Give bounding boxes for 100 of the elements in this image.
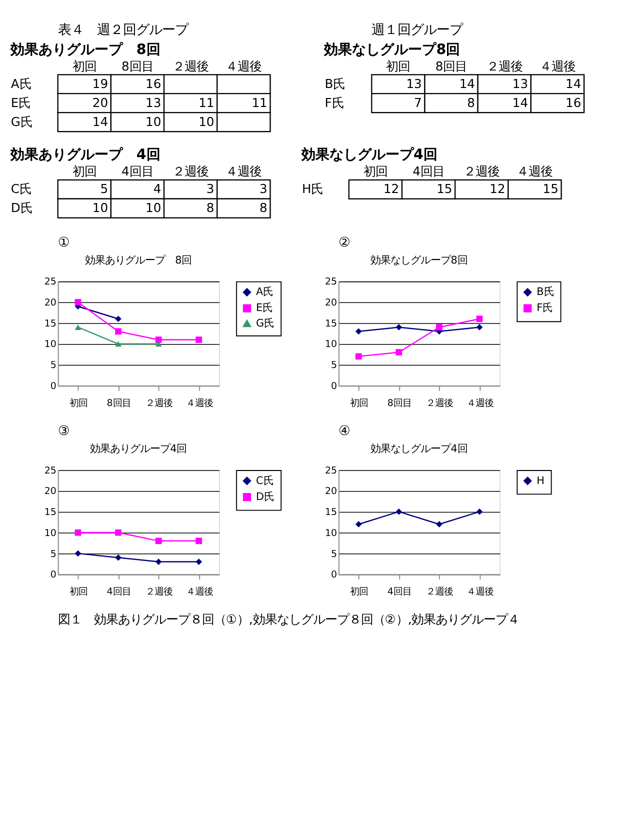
point — [355, 328, 362, 335]
y-tick-label: H氏 — [302, 182, 324, 196]
point — [115, 341, 122, 347]
point — [196, 336, 202, 343]
y-tick-label: 10 — [44, 528, 56, 539]
legend-label: B氏 — [536, 286, 554, 298]
y-tick-label: 10 — [324, 528, 338, 539]
x-tick-label: 初回 — [69, 398, 88, 410]
data-label: 14 — [512, 96, 528, 110]
chart-title: 効果なしグループ8回 — [323, 40, 460, 58]
chart-title: 効果なしグループ4回 — [370, 442, 468, 455]
data-label: 10 — [92, 201, 108, 216]
x-tick-label: ２週後 — [486, 59, 522, 74]
x-tick-label: 8回目 — [387, 398, 412, 410]
y-tick-label: 25 — [324, 465, 338, 476]
legend-label: G氏 — [256, 317, 274, 330]
x-tick-label: ２週後 — [146, 586, 173, 598]
y-tick-label: G氏 — [10, 114, 32, 129]
legend-label: C氏 — [256, 474, 274, 487]
chart-title: 効果ありグループ 4回 — [9, 146, 160, 164]
data-label: 8 — [206, 201, 214, 216]
point — [115, 328, 122, 335]
x-tick-label: ２週後 — [172, 59, 209, 74]
x-tick-label: ４週後 — [466, 398, 494, 410]
data-label: 12 — [383, 182, 400, 196]
point — [74, 529, 82, 536]
data-label: 14 — [92, 114, 108, 129]
x-tick-label: 初回 — [350, 586, 368, 598]
y-tick-label: 20 — [44, 486, 56, 498]
x-tick-label: ２週後 — [426, 398, 454, 410]
x-tick-label: ４週後 — [466, 586, 494, 598]
point — [155, 558, 162, 565]
y-tick-label: 15 — [44, 507, 56, 518]
chart-title: 効果ありグループ 8回 — [9, 40, 160, 58]
point — [155, 341, 162, 347]
y-tick-label: 25 — [44, 465, 56, 476]
point — [74, 324, 82, 330]
point — [396, 349, 402, 356]
data-label: 15 — [542, 182, 558, 196]
data-label: 19 — [92, 76, 108, 91]
x-tick-label: 初回 — [69, 586, 88, 598]
x-tick-label: 初回 — [386, 59, 410, 74]
point — [476, 316, 483, 322]
x-tick-label: ２週後 — [426, 586, 454, 598]
point — [396, 324, 402, 330]
point — [115, 316, 122, 322]
data-label: 10 — [146, 114, 162, 129]
data-label: 3 — [260, 182, 268, 196]
legend-label: H — [536, 474, 544, 487]
data-label: 8 — [467, 96, 475, 110]
y-tick-label: 20 — [324, 486, 338, 498]
data-label: 10 — [146, 201, 162, 216]
data-label: 16 — [566, 96, 582, 110]
x-tick-label: ４週後 — [186, 398, 213, 410]
x-tick-label: 初回 — [72, 164, 96, 179]
y-tick-label: D氏 — [10, 201, 32, 216]
chart-title: 効果なしグループ4回 — [300, 146, 438, 164]
x-tick-label: 8回目 — [122, 59, 154, 74]
x-tick-label: 初回 — [350, 398, 368, 410]
x-tick-label: 4回目 — [387, 586, 412, 598]
text: ① — [58, 235, 70, 250]
y-tick-label: 5 — [331, 548, 338, 560]
x-tick-label: ４週後 — [539, 59, 576, 74]
y-tick-label: 0 — [331, 380, 338, 392]
x-tick-label: 4回目 — [106, 586, 131, 598]
y-tick-label: C氏 — [10, 182, 32, 196]
point — [74, 550, 82, 557]
data-label: 14 — [459, 76, 476, 91]
text: 週１回グループ — [372, 22, 464, 38]
data-label: 15 — [436, 182, 452, 196]
x-tick-label: 4回目 — [412, 164, 444, 179]
chart-title: 効果ありグループ 8回 — [85, 254, 192, 266]
x-tick-label: 初回 — [72, 59, 96, 74]
y-tick-label: 15 — [324, 507, 338, 518]
x-tick-label: 初回 — [363, 164, 388, 179]
legend-label: F氏 — [536, 302, 553, 314]
y-tick-label: 25 — [324, 276, 338, 288]
chart-title: 効果ありグループ4回 — [90, 442, 187, 455]
text: ③ — [58, 424, 70, 439]
y-tick-label: 5 — [50, 360, 56, 372]
y-tick-label: 5 — [331, 360, 338, 372]
legend-label: A氏 — [256, 286, 274, 298]
data-label: 16 — [146, 76, 162, 91]
x-tick-label: ４週後 — [516, 164, 553, 179]
data-label: 10 — [198, 114, 214, 129]
y-tick-label: E氏 — [10, 96, 31, 110]
data-label: 13 — [146, 96, 162, 110]
point — [74, 299, 82, 306]
y-tick-label: 25 — [44, 276, 56, 288]
y-tick-label: A氏 — [10, 76, 32, 91]
point — [155, 538, 162, 544]
x-tick-label: 4回目 — [122, 164, 154, 179]
text: 表４ 週２回グループ — [58, 22, 189, 38]
y-tick-label: 0 — [50, 380, 56, 392]
x-tick-label: ４週後 — [226, 59, 262, 74]
y-tick-label: 0 — [50, 570, 56, 581]
y-tick-label: 10 — [44, 339, 56, 350]
data-label: 13 — [406, 76, 422, 91]
point — [115, 554, 122, 561]
data-label: 11 — [198, 96, 214, 110]
